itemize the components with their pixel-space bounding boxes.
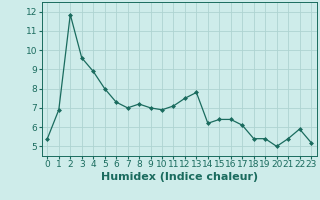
X-axis label: Humidex (Indice chaleur): Humidex (Indice chaleur) xyxy=(100,172,258,182)
